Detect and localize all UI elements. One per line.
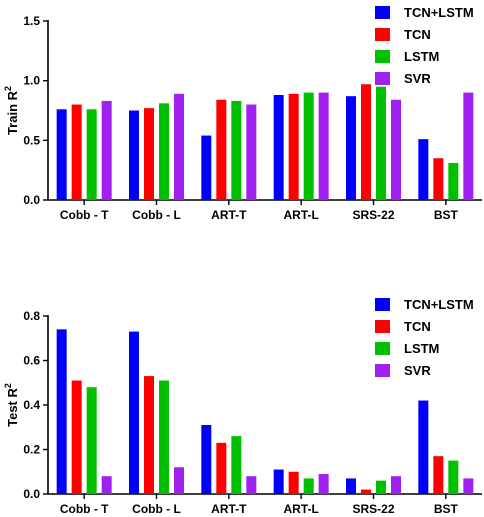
train-bar: [391, 99, 401, 200]
test-y-tick-label: 0.4: [23, 398, 40, 412]
train-legend-label: LSTM: [404, 49, 439, 64]
test-bar: [433, 456, 444, 494]
train-bar: [361, 84, 371, 200]
train-category-label: Cobb - L: [132, 208, 181, 222]
test-category-label: Cobb - L: [132, 502, 181, 516]
train-category-label: Cobb - T: [60, 208, 109, 222]
train-r2-chart: 0.0 0.5 1.0 1.5 Train R2 Cobb - T Cobb - L ART-…: [3, 5, 482, 222]
test-bar: [159, 380, 169, 494]
train-bar: [346, 96, 356, 200]
test-legend-swatch: [375, 298, 390, 311]
test-bar: [391, 476, 401, 494]
train-bar: [56, 109, 67, 200]
train-bar: [71, 104, 82, 200]
test-bar: [216, 442, 227, 494]
train-category-label: ART-T: [211, 208, 247, 222]
test-bar: [448, 460, 459, 494]
test-bar: [346, 478, 356, 494]
train-y-tick-label: 1.5: [23, 14, 40, 28]
test-bar: [144, 376, 154, 494]
test-bar: [303, 478, 314, 494]
train-legend-swatch: [375, 28, 390, 41]
test-bar: [56, 329, 67, 494]
train-legend-swatch: [375, 72, 390, 85]
test-bar: [71, 380, 82, 494]
train-y-axis-title-superscript: 2: [3, 86, 13, 91]
train-bar: [231, 100, 242, 200]
test-bar: [86, 387, 97, 494]
train-bar: [273, 94, 284, 200]
test-bar: [174, 467, 184, 494]
train-legend-swatch: [375, 6, 390, 19]
test-bar: [246, 476, 257, 494]
train-legend-swatch: [375, 50, 390, 63]
train-category-label: ART-L: [284, 208, 319, 222]
test-bar: [376, 480, 386, 494]
test-category-label: Cobb - T: [60, 502, 109, 516]
test-bar: [361, 489, 371, 494]
test-y-axis-title-superscript: 2: [3, 383, 13, 388]
test-r2-chart: 0.0 0.2 0.4 0.6 0.8 Test R2 Cobb - T Cobb - L AR…: [3, 297, 482, 516]
test-legend-label: LSTM: [404, 341, 439, 356]
test-y-axis-title: Test R2: [3, 383, 20, 427]
train-y-tick-label: 0.0: [23, 193, 40, 207]
train-bar: [246, 104, 257, 200]
test-bar: [463, 478, 474, 494]
test-y-tick-label: 0.2: [23, 443, 40, 457]
test-bar: [318, 473, 329, 494]
train-bar: [216, 99, 227, 200]
train-category-label: SRS-22: [352, 208, 394, 222]
test-legend-label: TCN+LSTM: [404, 297, 474, 312]
test-bar: [129, 331, 139, 494]
train-legend-label: TCN: [404, 27, 431, 42]
train-bar: [303, 92, 314, 200]
train-y-axis-title: Train R2: [3, 86, 20, 135]
test-bar: [201, 425, 212, 494]
train-y-tick-label: 0.5: [23, 133, 40, 147]
test-category-label: SRS-22: [352, 502, 394, 516]
test-bar: [101, 476, 112, 494]
train-bar: [376, 86, 386, 200]
train-bar: [288, 93, 299, 200]
test-legend-swatch: [375, 342, 390, 355]
test-category-label: BST: [434, 502, 459, 516]
test-bar: [288, 471, 299, 494]
train-bar: [418, 139, 429, 200]
test-legend-swatch: [375, 320, 390, 333]
train-bar: [144, 108, 154, 200]
test-bar: [273, 469, 284, 494]
train-bar: [463, 92, 474, 200]
train-bar: [201, 135, 212, 200]
train-legend-label: SVR: [404, 71, 431, 86]
test-legend-swatch: [375, 364, 390, 377]
train-bar: [448, 163, 459, 200]
test-category-label: ART-T: [211, 502, 247, 516]
test-y-tick-label: 0.8: [23, 309, 40, 323]
train-bar: [129, 110, 139, 200]
test-legend-label: SVR: [404, 363, 431, 378]
train-legend-label: TCN+LSTM: [404, 5, 474, 20]
test-legend-label: TCN: [404, 319, 431, 334]
train-bar: [101, 100, 112, 200]
test-bar: [418, 400, 429, 494]
train-bar: [433, 158, 444, 200]
train-bar: [86, 109, 97, 200]
test-y-tick-label: 0.0: [23, 487, 40, 501]
test-category-label: ART-L: [284, 502, 319, 516]
train-bar: [174, 93, 184, 200]
train-category-label: BST: [434, 208, 459, 222]
train-bar: [159, 103, 169, 200]
train-y-axis-title-text: Train R: [5, 90, 20, 135]
test-y-tick-label: 0.6: [23, 354, 40, 368]
test-y-axis-title-text: Test R: [5, 388, 20, 427]
train-bar: [318, 92, 329, 200]
train-y-tick-label: 1.0: [23, 74, 40, 88]
test-bar: [231, 436, 242, 494]
